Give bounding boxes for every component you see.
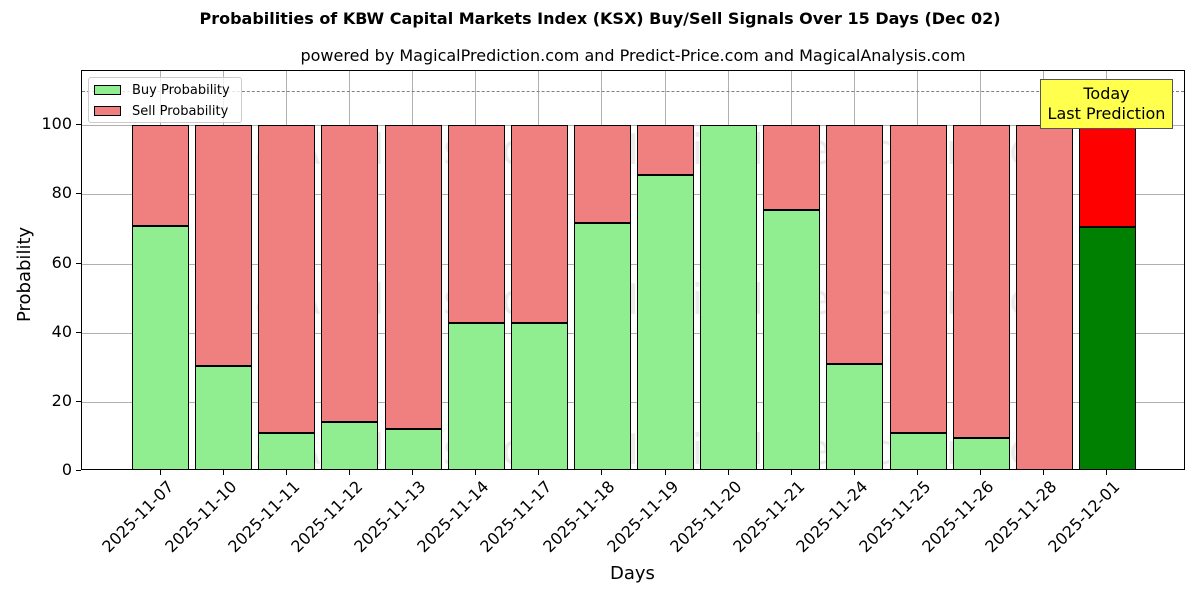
sell-bar[interactable] [1078, 125, 1136, 227]
x-tick-mark [1043, 470, 1045, 475]
y-tick-mark [76, 124, 81, 126]
x-tick-mark [664, 470, 666, 475]
x-axis-label: Days [610, 563, 655, 584]
legend-sell-label: Sell Probability [132, 103, 229, 119]
y-tick-mark [76, 400, 81, 402]
y-tick-label: 100 [41, 114, 72, 134]
grid-line-h [82, 263, 1184, 265]
grid-line-h [82, 401, 1184, 403]
sell-bar[interactable] [763, 125, 821, 211]
sell-bar[interactable] [195, 125, 253, 367]
x-tick-mark [917, 470, 919, 475]
buy-bar[interactable] [132, 226, 189, 469]
buy-swatch-icon [94, 85, 121, 95]
sell-bar[interactable] [447, 125, 505, 323]
annotation-line-1: Today [1083, 84, 1130, 103]
x-tick-mark [980, 470, 982, 475]
x-tick-mark [727, 470, 729, 475]
x-tick-mark [853, 470, 855, 475]
sell-bar[interactable] [952, 125, 1010, 438]
y-tick-mark [76, 262, 81, 264]
grid-line-h [82, 332, 1184, 334]
y-tick-label: 0 [61, 460, 72, 479]
y-axis-label: Probability [14, 226, 35, 322]
sell-bar[interactable] [889, 125, 947, 434]
sell-bar[interactable] [1015, 125, 1073, 469]
buy-bar[interactable] [510, 322, 568, 469]
sell-bar[interactable] [826, 125, 884, 365]
buy-bar[interactable] [321, 422, 379, 469]
y-tick-label: 20 [51, 390, 72, 410]
y-tick-mark [76, 470, 81, 471]
buy-bar[interactable] [195, 366, 253, 469]
chart-subtitle: powered by MagicalPrediction.com and Pre… [300, 46, 966, 65]
x-tick-mark [538, 470, 540, 475]
x-tick-mark [285, 470, 287, 475]
x-tick-mark [790, 470, 792, 475]
sell-bar[interactable] [384, 125, 442, 429]
buy-bar[interactable] [952, 437, 1010, 469]
x-tick-mark [601, 470, 603, 475]
buy-bar[interactable] [384, 428, 442, 469]
sell-swatch-icon [94, 106, 121, 116]
y-tick-mark [76, 193, 81, 195]
x-tick-mark [412, 470, 414, 475]
buy-bar[interactable] [258, 433, 316, 469]
grid-line-h [82, 194, 1184, 196]
y-tick-label: 60 [51, 252, 72, 272]
buy-bar[interactable] [637, 174, 695, 469]
sell-bar[interactable] [637, 125, 695, 175]
buy-bar[interactable] [763, 210, 821, 469]
buy-bar[interactable] [826, 364, 884, 469]
buy-bar[interactable] [889, 433, 947, 469]
sell-bar[interactable] [132, 125, 189, 227]
legend: Buy Probability Sell Probability [88, 77, 242, 123]
sell-bar[interactable] [321, 125, 379, 423]
sell-bar[interactable] [573, 125, 631, 224]
reference-line-110 [82, 90, 1184, 92]
buy-bar[interactable] [700, 125, 758, 469]
y-tick-label: 40 [51, 321, 72, 341]
legend-buy-label: Buy Probability [132, 82, 230, 98]
plot-area: MagicalAnalysis.comMagicalAnalysis.comMa… [81, 70, 1185, 470]
chart-title: Probabilities of KBW Capital Markets Ind… [199, 9, 1001, 28]
sell-bar[interactable] [258, 125, 316, 434]
y-tick-label: 80 [51, 183, 72, 203]
buy-bar[interactable] [447, 322, 505, 469]
today-annotation: Today Last Prediction [1040, 79, 1173, 129]
buy-bar[interactable] [1078, 226, 1136, 469]
legend-item-sell: Sell Probability [94, 103, 228, 119]
x-tick-mark [348, 470, 350, 475]
buy-bar[interactable] [573, 223, 631, 469]
y-tick-mark [76, 331, 81, 333]
annotation-line-2: Last Prediction [1047, 104, 1166, 123]
x-tick-mark [222, 470, 224, 475]
legend-item-buy: Buy Probability [94, 82, 230, 98]
grid-line-h [82, 125, 1184, 127]
x-tick-mark [159, 470, 161, 475]
x-tick-mark [475, 470, 477, 475]
x-tick-mark [1106, 470, 1108, 475]
sell-bar[interactable] [510, 125, 568, 323]
